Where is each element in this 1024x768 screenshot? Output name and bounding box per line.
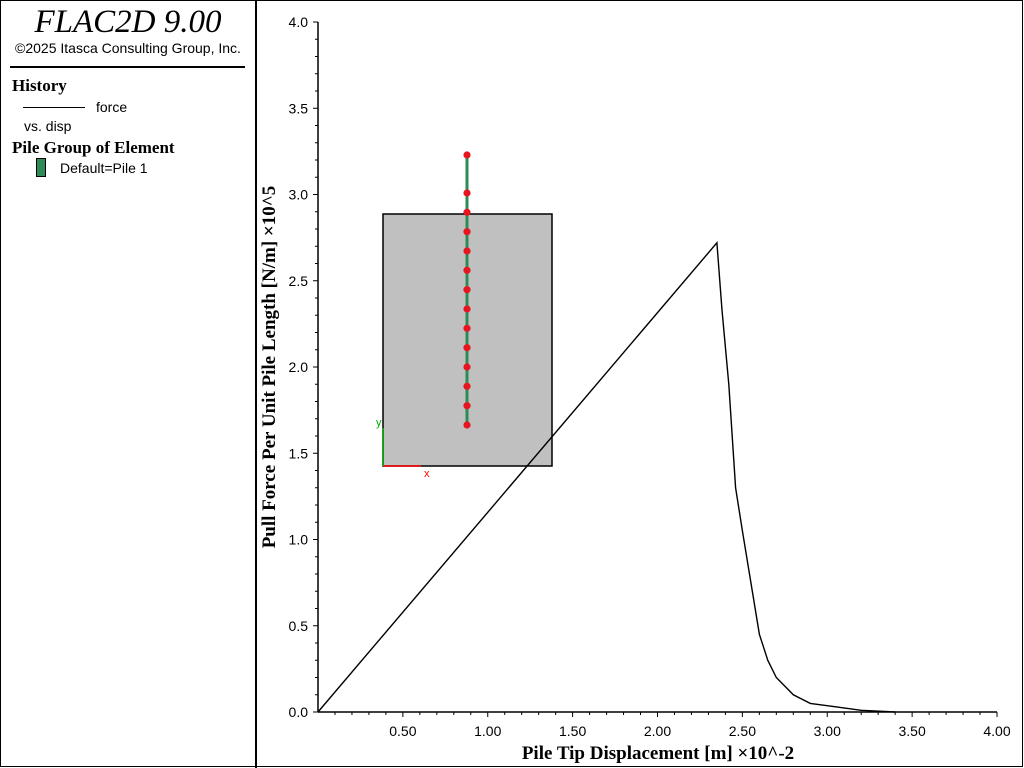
x-tick-label: 2.00	[644, 723, 671, 739]
y-axis-label: Pull Force Per Unit Pile Length [N/m] ×1…	[259, 186, 280, 549]
y-tick-label: 1.0	[289, 532, 309, 548]
x-tick-label: 3.50	[899, 723, 926, 739]
x-tick-label: 2.50	[729, 723, 756, 739]
pile-node	[463, 324, 471, 332]
history-title: History	[12, 76, 67, 95]
y-tick-label: 2.0	[289, 359, 309, 375]
x-tick-label: 1.00	[474, 723, 501, 739]
pile-node	[463, 286, 471, 294]
x-tick-label: 3.00	[814, 723, 841, 739]
pile-node	[463, 402, 471, 410]
pile-node	[463, 344, 471, 352]
legend-divider	[10, 66, 245, 68]
axis-y-indicator-label: y	[376, 417, 382, 429]
y-tick-label: 2.5	[289, 273, 309, 289]
x-tick-label: 0.50	[389, 723, 416, 739]
pile-node	[463, 228, 471, 236]
chart-series	[317, 241, 896, 713]
series-line-1	[317, 241, 896, 713]
pile-node	[463, 382, 471, 390]
pile-item-label: Default=Pile 1	[60, 160, 148, 176]
pile-node	[463, 305, 471, 313]
pile-node	[463, 266, 471, 274]
pile-node	[463, 247, 471, 255]
history-vs-label: vs. disp	[24, 118, 72, 134]
y-tick-label: 3.0	[289, 187, 309, 203]
pile-node	[463, 363, 471, 371]
pile-node	[463, 189, 471, 197]
history-series-label: force	[96, 99, 128, 115]
axis-x-indicator-label: x	[424, 468, 430, 480]
model-inset: xy	[376, 151, 553, 480]
y-tick-label: 3.5	[289, 100, 309, 116]
y-tick-label: 0.5	[289, 618, 309, 634]
x-tick-label: 1.50	[559, 723, 586, 739]
x-tick-label: 4.00	[983, 723, 1010, 739]
copyright-text: ©2025 Itasca Consulting Group, Inc.	[15, 40, 241, 56]
history-line-swatch	[23, 107, 85, 108]
pile-group-title: Pile Group of Element	[12, 138, 175, 157]
y-tick-label: 0.0	[289, 704, 309, 720]
pile-color-swatch	[36, 158, 46, 177]
pile-node	[463, 208, 471, 216]
y-tick-label: 4.0	[289, 14, 309, 30]
app-title: FLAC2D 9.00	[34, 4, 222, 40]
chart-axes: 0.0 0.5 1.0 1.5 2.0 2.5 3.0 3.5 4.0 0.50 1.00 1.50 2…	[289, 14, 1011, 739]
pile-node	[463, 421, 471, 429]
legend-panel: FLAC2D 9.00 ©2025 Itasca Consulting Grou…	[0, 0, 256, 768]
x-axis-label: Pile Tip Displacement [m] ×10^-2	[522, 743, 794, 764]
y-tick-label: 1.5	[289, 445, 309, 461]
pile-node	[463, 151, 471, 159]
